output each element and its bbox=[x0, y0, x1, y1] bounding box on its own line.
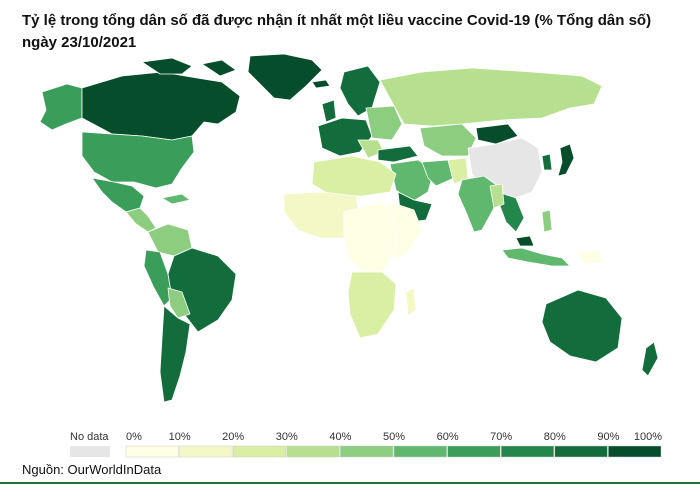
legend-tick-label: 80% bbox=[544, 431, 566, 443]
region-canada bbox=[81, 71, 241, 141]
region-pakistan-afghanistan bbox=[447, 157, 469, 185]
legend-tick-label: 30% bbox=[276, 431, 298, 443]
region-myanmar bbox=[489, 183, 505, 209]
legend-tick-label: 10% bbox=[169, 431, 191, 443]
region-iran bbox=[421, 159, 455, 187]
legend-no-data-swatch bbox=[70, 446, 110, 457]
region-iceland bbox=[311, 79, 331, 89]
region-caribbean bbox=[161, 193, 191, 205]
region-japan bbox=[557, 143, 575, 177]
legend-tick-label: 70% bbox=[490, 431, 512, 443]
region-australia bbox=[541, 289, 623, 363]
region-alaska bbox=[39, 83, 83, 131]
region-india bbox=[457, 175, 499, 233]
region-philippines bbox=[541, 209, 553, 233]
legend-no-data-label: No data bbox=[70, 431, 109, 443]
legend-tick-label: 50% bbox=[383, 431, 405, 443]
region-central-africa bbox=[343, 201, 401, 273]
legend-bin-3 bbox=[286, 445, 340, 458]
region-arctic-islands bbox=[141, 57, 237, 77]
region-southern-cone bbox=[159, 305, 191, 403]
region-central-america bbox=[125, 207, 157, 233]
legend-svg: No data 0% 10% 20% 30% 40% 50% 60% 70% 80% 90% 100… bbox=[70, 431, 662, 458]
legend-bin-2 bbox=[232, 445, 287, 458]
legend-bin-6 bbox=[447, 445, 501, 458]
legend-bin-4 bbox=[340, 445, 394, 458]
region-bolivia-paraguay bbox=[167, 287, 191, 319]
region-korea bbox=[541, 153, 553, 171]
region-mongolia bbox=[475, 123, 519, 145]
legend-tick-label: 20% bbox=[222, 431, 244, 443]
region-mexico bbox=[91, 177, 145, 213]
region-malaysia bbox=[515, 235, 535, 247]
region-turkey bbox=[377, 145, 419, 163]
region-png bbox=[577, 249, 605, 265]
bottom-rule bbox=[0, 482, 700, 484]
region-andes bbox=[143, 249, 173, 307]
region-middle-east bbox=[389, 159, 435, 203]
legend-bin-0 bbox=[125, 445, 179, 458]
region-usa bbox=[81, 131, 195, 189]
world-map-svg bbox=[39, 53, 659, 403]
region-greenland bbox=[247, 53, 323, 101]
legend-tick-label: 0% bbox=[126, 431, 142, 443]
region-north-africa bbox=[311, 155, 397, 197]
region-uk bbox=[321, 99, 337, 123]
legend-bin-5 bbox=[393, 445, 447, 458]
legend-bin-1 bbox=[179, 445, 233, 458]
legend-tick-label: 90% bbox=[597, 431, 619, 443]
world-map bbox=[22, 52, 682, 422]
legend-bin-8 bbox=[554, 445, 608, 458]
region-scandinavia bbox=[339, 65, 381, 117]
region-eastern-europe bbox=[365, 105, 403, 141]
legend-tick-label: 40% bbox=[329, 431, 351, 443]
region-east-africa bbox=[389, 201, 423, 263]
region-indonesia bbox=[501, 247, 571, 267]
region-central-asia bbox=[419, 123, 477, 157]
region-russia bbox=[379, 67, 603, 127]
legend-tick-label: 100% bbox=[634, 431, 662, 443]
map-title: Tỷ lệ trong tổng dân số đã được nhận ít … bbox=[22, 12, 652, 51]
legend-bin-9 bbox=[608, 445, 662, 458]
source-note: Nguồn: OurWorldInData bbox=[22, 462, 162, 477]
region-new-zealand bbox=[641, 341, 659, 377]
legend-tick-label: 60% bbox=[437, 431, 459, 443]
legend-bin-7 bbox=[500, 445, 555, 458]
region-southern-africa bbox=[347, 271, 397, 339]
region-madagascar bbox=[405, 287, 417, 317]
color-legend: No data 0% 10% 20% 30% 40% 50% 60% 70% 80% 90% 100… bbox=[22, 428, 682, 464]
